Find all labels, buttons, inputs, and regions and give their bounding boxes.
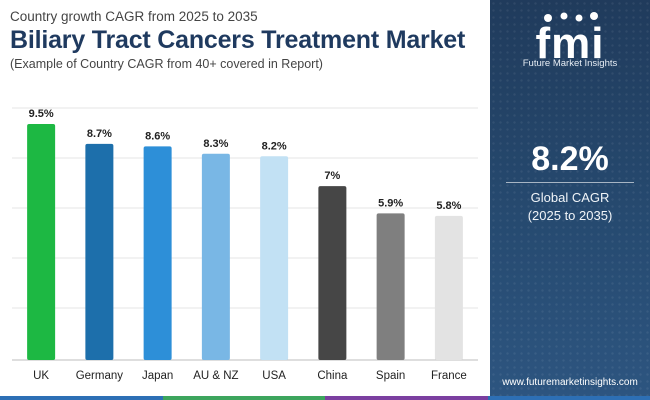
x-tick-label: UK [33,370,49,382]
x-tick-label: China [317,370,348,382]
logo-globe-icon [544,14,552,22]
x-tick-label: Japan [142,370,173,382]
logo-tagline: Future Market Insights [522,58,618,69]
global-cagr-period: (2025 to 2035) [527,208,613,223]
data-label: 9.5% [29,108,54,120]
stat-divider [506,182,634,183]
data-label: 8.3% [203,138,228,150]
chart-note: (Example of Country CAGR from 40+ covere… [10,57,323,71]
data-label: 8.6% [145,130,170,142]
bar-uk [27,124,56,360]
bar-usa [260,156,289,360]
x-tick-label: Germany [76,370,124,382]
global-cagr-label: Global CAGR [530,190,610,205]
website-link[interactable]: www.futuremarketinsights.com [502,377,638,388]
data-label: 8.2% [262,140,287,152]
fmi-logo: fmi [536,12,605,68]
panel-texture [490,0,650,400]
bar-france [434,215,463,360]
data-label: 5.8% [436,200,461,212]
bottom-color-strip [0,396,650,400]
strip-segment [325,396,488,400]
bar-japan [143,146,172,360]
chart-subtitle: Country growth CAGR from 2025 to 2035 [10,9,258,24]
bar-chart: 9.5% UK 8.7% Germany 8.6% Japan 8.3% AU & NZ 8.2… [12,107,478,382]
x-tick-label: AU & NZ [193,370,238,382]
data-label: 7% [324,170,340,182]
bar-spain [376,213,405,360]
logo-leaf-icon [560,12,568,20]
logo-gear-icon [575,14,583,22]
svg-text:fmi: fmi [536,19,605,68]
x-tick-label: France [431,370,467,382]
bar-au-nz [201,153,230,360]
bar-germany [85,143,114,360]
logo-person-icon [590,12,598,20]
global-cagr-value: 8.2% [531,140,609,178]
bar-china [318,186,347,360]
x-tick-label: Spain [376,370,405,382]
strip-segment [0,396,163,400]
summary-panel: fmi Future Market Insights 8.2% Global C… [490,0,650,400]
chart-title: Biliary Tract Cancers Treatment Market [10,26,466,54]
strip-segment [162,396,325,400]
data-label: 8.7% [87,128,112,140]
strip-segment [487,396,650,400]
data-label: 5.9% [378,197,403,209]
x-tick-label: USA [262,370,286,382]
